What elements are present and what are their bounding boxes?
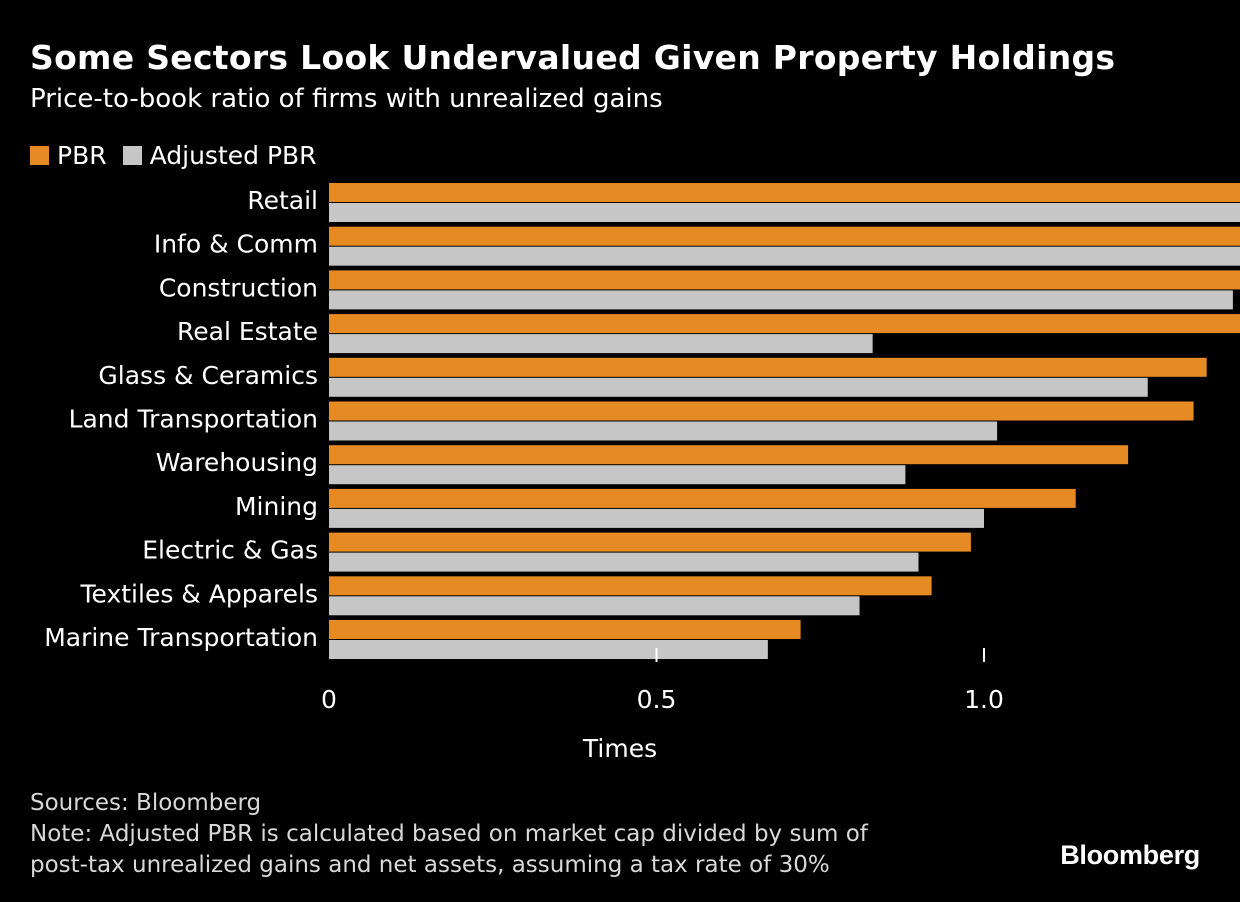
legend-item-pbr: PBR: [30, 141, 107, 170]
note-text-line-2: post-tax unrealized gains and net assets…: [30, 852, 830, 878]
bar-adjusted-pbr-textiles-and-apparels: [329, 596, 860, 616]
category-label-land-transportation: Land Transportation: [69, 405, 318, 434]
bar-adjusted-pbr-retail: [329, 203, 1240, 222]
bar-pbr-retail: [329, 183, 1240, 202]
bar-adjusted-pbr-construction: [329, 290, 1233, 310]
category-label-marine-transportation: Marine Transportation: [44, 623, 318, 652]
category-label-textiles-and-apparels: Textiles & Apparels: [80, 579, 319, 608]
legend-swatch-adjusted-pbr: [122, 146, 142, 165]
x-tick-label-0: 0: [321, 685, 337, 714]
bar-pbr-glass-and-ceramics: [329, 357, 1207, 377]
bar-adjusted-pbr-mining: [329, 508, 984, 528]
bar-adjusted-pbr-info-and-comm: [329, 246, 1240, 266]
legend-item-adjusted-pbr: Adjusted PBR: [122, 141, 317, 170]
bar-pbr-real-estate: [329, 314, 1240, 334]
x-tick-label-1-0: 1.0: [964, 685, 1004, 714]
bar-adjusted-pbr-real-estate: [329, 334, 873, 354]
bar-adjusted-pbr-electric-and-gas: [329, 552, 919, 572]
bar-pbr-warehousing: [329, 445, 1129, 465]
bar-pbr-electric-and-gas: [329, 532, 971, 552]
bar-adjusted-pbr-land-transportation: [329, 421, 998, 441]
category-label-construction: Construction: [159, 273, 318, 302]
bar-pbr-marine-transportation: [329, 620, 801, 639]
bar-pbr-land-transportation: [329, 401, 1194, 421]
bar-adjusted-pbr-warehousing: [329, 465, 906, 485]
bloomberg-logo: Bloomberg: [1060, 840, 1200, 870]
x-tick-label-0-5: 0.5: [637, 685, 677, 714]
category-label-retail: Retail: [247, 186, 318, 215]
bar-pbr-mining: [329, 488, 1076, 508]
category-label-info-and-comm: Info & Comm: [154, 230, 318, 259]
chart-subtitle: Price-to-book ratio of firms with unreal…: [30, 84, 663, 114]
bar-pbr-info-and-comm: [329, 226, 1240, 246]
category-label-electric-and-gas: Electric & Gas: [142, 536, 318, 565]
category-label-warehousing: Warehousing: [156, 448, 318, 477]
chart-footer: Sources: Bloomberg Note: Adjusted PBR is…: [30, 788, 868, 881]
legend-label-pbr: PBR: [57, 141, 107, 170]
bar-pbr-construction: [329, 270, 1240, 290]
chart-legend: PBR Adjusted PBR: [30, 141, 333, 170]
bar-adjusted-pbr-glass-and-ceramics: [329, 377, 1148, 397]
legend-label-adjusted-pbr: Adjusted PBR: [149, 141, 317, 170]
bar-pbr-textiles-and-apparels: [329, 576, 932, 596]
note-text-line-1: Note: Adjusted PBR is calculated based o…: [30, 821, 868, 847]
category-label-real-estate: Real Estate: [177, 317, 318, 346]
sources-text: Sources: Bloomberg: [30, 790, 262, 816]
bar-adjusted-pbr-marine-transportation: [329, 640, 768, 659]
category-label-mining: Mining: [235, 492, 318, 521]
legend-swatch-pbr: [30, 146, 49, 165]
category-label-glass-and-ceramics: Glass & Ceramics: [98, 361, 318, 390]
x-axis-title: Times: [582, 734, 657, 763]
chart-title: Some Sectors Look Undervalued Given Prop…: [30, 38, 1116, 77]
